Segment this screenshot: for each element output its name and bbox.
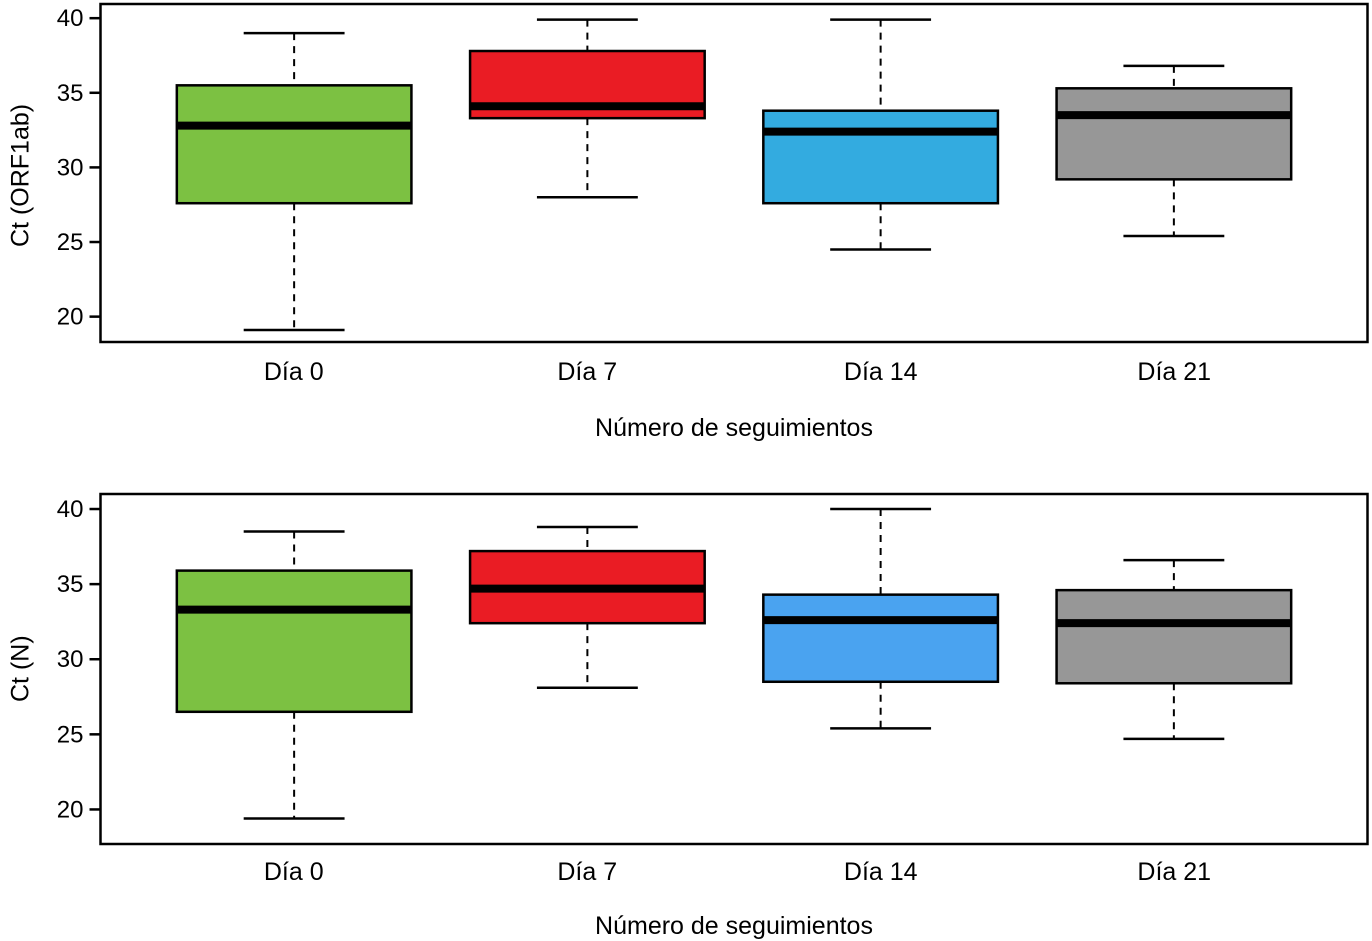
x-category-labels: Día 0 Día 7 Día 14 Día 21 [147, 858, 1321, 887]
y-tick-label: 20 [57, 304, 84, 331]
box [175, 84, 413, 205]
x-tick-label: Día 14 [843, 858, 918, 886]
box [762, 109, 1000, 205]
x-tick-label: Día 7 [557, 858, 618, 886]
y-tick-label: 30 [57, 646, 84, 673]
box [175, 569, 413, 714]
boxplot-figure-orf1ab: Ct (ORF1ab) 20 25 30 35 40 Día 0 Día 7 Día 1… [0, 0, 1372, 462]
box [1055, 588, 1293, 685]
x-tick-label: Día 7 [557, 358, 618, 386]
box [762, 593, 1000, 684]
y-tick-label: 30 [57, 154, 84, 181]
y-tick-label: 40 [57, 5, 84, 32]
x-tick-label: Día 0 [263, 858, 324, 886]
y-tick-label: 20 [57, 796, 84, 823]
x-tick-label: Día 21 [1137, 358, 1212, 386]
y-tick-label: 40 [57, 496, 84, 523]
x-tick-label: Día 0 [263, 358, 324, 386]
x-axis-title: Número de seguimientos [595, 414, 873, 442]
x-tick-label: Día 14 [843, 358, 918, 386]
boxplot-plot-area: 20 25 30 35 40 [57, 492, 1369, 846]
box [1055, 87, 1293, 181]
boxplot-figure-n: Ct (N) 20 25 30 35 40 Día 0 Día 7 Día 14 Día… [0, 462, 1372, 941]
y-tick-label: 35 [57, 80, 84, 107]
x-category-labels: Día 0 Día 7 Día 14 Día 21 [147, 358, 1321, 387]
y-tick-label: 35 [57, 571, 84, 598]
boxplot-plot-area: 20 25 30 35 40 [57, 2, 1369, 344]
x-tick-label: Día 21 [1137, 858, 1212, 886]
y-tick-label: 25 [57, 721, 84, 748]
x-axis-title: Número de seguimientos [595, 912, 873, 940]
y-tick-label: 25 [57, 229, 84, 256]
